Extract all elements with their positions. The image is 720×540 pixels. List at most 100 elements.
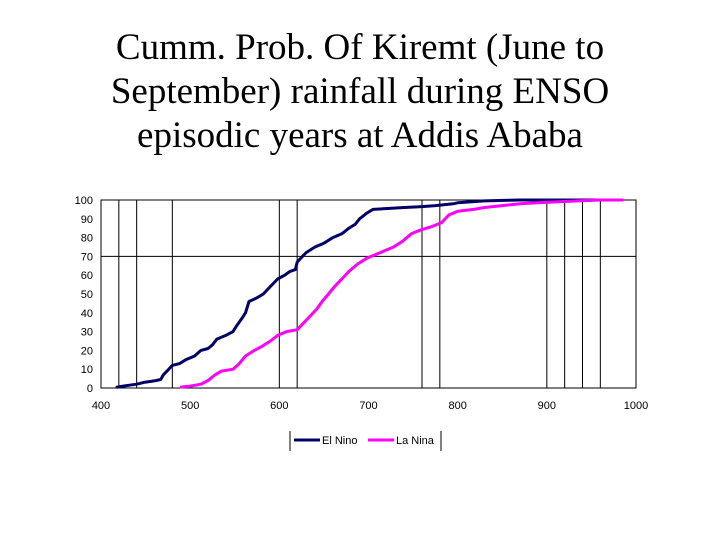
data-point-el-nino: [135, 383, 138, 386]
data-point-la-nina: [621, 198, 624, 202]
y-tick-label: 50: [81, 289, 93, 301]
data-point-el-nino: [171, 364, 174, 367]
data-point-la-nina: [320, 300, 324, 303]
data-point-el-nino: [283, 274, 286, 277]
data-point-el-nino: [122, 384, 125, 388]
data-point-la-nina: [315, 307, 318, 311]
y-tick-label: 0: [87, 383, 93, 395]
data-point-el-nino: [211, 343, 214, 346]
data-point-el-nino: [178, 362, 181, 365]
data-point-la-nina: [180, 385, 183, 389]
legend: El Nino La Nina: [289, 431, 442, 451]
data-point-la-nina: [447, 213, 450, 217]
y-tick-label: 40: [81, 308, 93, 320]
y-tick-label: 90: [81, 214, 93, 226]
data-point-el-nino: [456, 201, 459, 205]
data-point-el-nino: [358, 217, 361, 220]
data-point-la-nina: [501, 204, 504, 207]
data-point-la-nina: [483, 206, 486, 209]
data-point-la-nina: [456, 210, 459, 213]
data-point-la-nina: [431, 225, 434, 228]
x-tick-label: 800: [448, 400, 466, 412]
data-point-el-nino: [165, 369, 169, 373]
data-point-el-nino: [276, 277, 279, 281]
data-point-la-nina: [340, 277, 343, 281]
data-point-el-nino: [331, 236, 335, 239]
data-point-la-nina: [518, 202, 522, 205]
data-point-la-nina: [599, 198, 602, 202]
data-point-la-nina: [327, 292, 330, 296]
data-point-la-nina: [269, 339, 272, 343]
legend-label-el-nino: El Nino: [322, 435, 357, 447]
data-point-el-nino: [149, 380, 153, 383]
data-point-la-nina: [303, 321, 306, 324]
data-point-la-nina: [231, 368, 235, 371]
data-point-el-nino: [193, 354, 196, 358]
data-point-el-nino: [199, 349, 203, 352]
data-point-el-nino: [244, 311, 247, 314]
data-point-el-nino: [224, 334, 228, 337]
data-point-el-nino: [313, 245, 317, 249]
title-line: episodic years at Addis Ababa: [137, 115, 583, 156]
data-point-el-nino: [294, 268, 297, 271]
data-point-el-nino: [247, 300, 251, 303]
data-point-la-nina: [285, 330, 288, 333]
data-point-la-nina: [260, 345, 263, 348]
x-tick-label: 500: [181, 400, 199, 412]
data-point-el-nino: [402, 206, 406, 209]
data-point-la-nina: [365, 257, 368, 260]
series-layer: [115, 198, 625, 389]
data-point-el-nino: [184, 358, 187, 361]
slide-title: Cumm. Prob. Of Kiremt (June to September…: [40, 26, 680, 158]
y-tick-label: 10: [81, 364, 93, 376]
x-tick-label: 900: [538, 400, 556, 412]
legend-label-la-nina: La Nina: [396, 435, 435, 447]
data-point-el-nino: [295, 260, 299, 264]
data-point-el-nino: [434, 204, 437, 207]
data-point-la-nina: [238, 362, 241, 365]
axis-layer: 0 10 20 30 40 50 60 70 80 90 100 400 500 600 700 800 900…: [75, 195, 649, 412]
data-point-la-nina: [206, 379, 210, 382]
x-tick-label: 400: [92, 400, 110, 412]
data-point-el-nino: [235, 324, 238, 328]
data-point-la-nina: [576, 199, 580, 203]
data-point-el-nino: [115, 385, 119, 389]
plot-area-border: [100, 199, 637, 389]
data-point-el-nino: [240, 317, 244, 320]
x-tick-label: 1000: [624, 400, 648, 412]
data-point-la-nina: [310, 313, 313, 316]
data-point-el-nino: [155, 379, 158, 382]
data-point-el-nino: [269, 285, 272, 288]
data-point-el-nino: [215, 337, 219, 341]
title-line: September) rainfall during ENSO: [110, 71, 610, 112]
title-line: Cumm. Prob. Of Kiremt (June to: [115, 27, 605, 68]
data-point-el-nino: [231, 330, 235, 333]
data-point-el-nino: [288, 270, 292, 273]
data-point-el-nino: [518, 198, 522, 202]
x-tick-label: 600: [270, 400, 288, 412]
data-point-el-nino: [206, 347, 210, 350]
data-point-la-nina: [276, 334, 279, 337]
y-tick-label: 20: [81, 345, 93, 357]
y-tick-label: 70: [81, 251, 93, 263]
data-point-la-nina: [356, 262, 359, 266]
data-point-la-nina: [401, 240, 404, 243]
data-point-la-nina: [383, 249, 386, 252]
grid-layer: [100, 199, 637, 389]
data-point-la-nina: [536, 201, 540, 205]
x-tick-label: 700: [359, 400, 377, 412]
data-point-el-nino: [322, 242, 326, 245]
data-point-la-nina: [188, 384, 192, 388]
data-point-la-nina: [213, 373, 217, 377]
data-point-el-nino: [347, 227, 351, 230]
data-point-el-nino: [304, 251, 308, 254]
data-point-el-nino: [420, 205, 424, 208]
series-line-el-nino: [115, 198, 620, 389]
data-point-el-nino: [162, 373, 165, 377]
data-point-la-nina: [410, 232, 413, 236]
data-point-la-nina: [253, 349, 256, 352]
y-tick-label: 80: [81, 233, 93, 245]
data-point-la-nina: [199, 383, 203, 386]
y-tick-label: 30: [81, 327, 93, 339]
